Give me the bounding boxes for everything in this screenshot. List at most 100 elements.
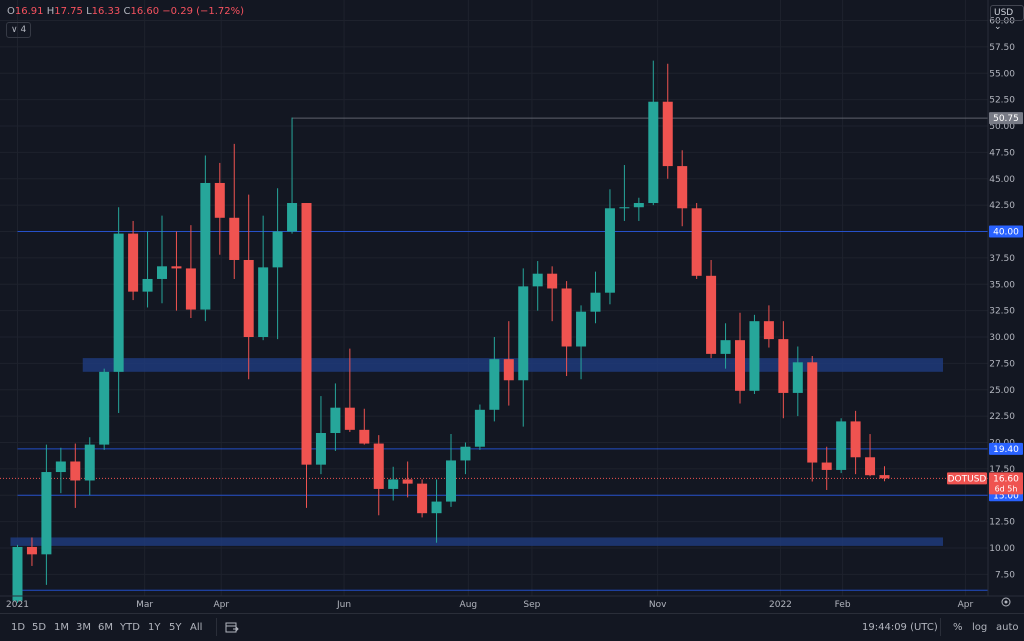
candle-body: [359, 429, 370, 444]
log-scale-toggle[interactable]: log: [972, 622, 988, 633]
timeframe-1y-button[interactable]: 1Y: [148, 622, 161, 633]
bottom-toolbar: 1D 5D 1M 3M 6M YTD 1Y 5Y All 19:44:09 (U…: [0, 613, 1024, 641]
time-tick-label: Aug: [460, 600, 478, 610]
candle-body: [850, 421, 861, 458]
timeframe-5d-button[interactable]: 5D: [32, 622, 47, 633]
price-tick-label: 35.00: [989, 280, 1015, 290]
candle-body: [388, 479, 399, 489]
candle-body: [200, 182, 211, 310]
gear-icon-ring: [1001, 597, 1011, 607]
candle-body: [489, 359, 500, 410]
candle-body: [157, 266, 167, 279]
candle-body: [720, 340, 731, 354]
candle-body: [532, 273, 543, 287]
price-tick-label: 50.00: [989, 122, 1015, 132]
high-value: 17.75: [54, 6, 83, 17]
candle-body: [474, 409, 485, 447]
candle-body: [735, 340, 745, 391]
low-label: L: [86, 6, 92, 17]
price-tick-label: 37.50: [989, 254, 1015, 264]
timeframe-5y-button[interactable]: 5Y: [169, 622, 182, 633]
candle-body: [879, 475, 890, 479]
candle-body: [229, 217, 240, 260]
price-tick-label: 42.50: [989, 201, 1015, 211]
price-tick-label: 47.50: [989, 148, 1015, 158]
price-tick-label: 30.00: [989, 333, 1015, 343]
gear-icon[interactable]: [1001, 597, 1011, 607]
auto-scale-toggle[interactable]: auto: [996, 622, 1019, 633]
date-range-icon[interactable]: [225, 621, 239, 633]
candle-body: [373, 443, 384, 489]
candle-body: [431, 501, 442, 514]
candle-body: [547, 273, 558, 289]
low-value: 16.33: [91, 6, 121, 17]
price-tick-label: 10.00: [989, 544, 1015, 554]
timeframe-3m-button[interactable]: 3M: [76, 622, 91, 633]
candle-body: [677, 166, 688, 209]
candle-body: [55, 461, 66, 473]
candle-body: [706, 275, 717, 354]
close-label: C: [123, 6, 131, 17]
time-tick-label: Apr: [958, 600, 974, 610]
candle-body: [99, 371, 110, 445]
price-line-tag-bg: [989, 112, 1023, 125]
candle-body: [749, 321, 760, 391]
candlestick-chart[interactable]: 60.00 57.50 55.00 52.50 50.00 47.50 45.00 42.50…: [0, 0, 1024, 613]
countdown-tag: 6d 5h: [995, 484, 1018, 493]
candle-body: [301, 203, 312, 465]
candle-body: [315, 433, 326, 465]
open-value: 16.91: [14, 6, 44, 17]
price-tick-label: 25.00: [989, 386, 1015, 396]
price-line-tag-bg: [989, 442, 1023, 455]
candle-body: [344, 407, 355, 430]
candle-body: [185, 268, 196, 310]
candle-body: [272, 231, 283, 268]
candle-body: [402, 479, 413, 484]
currency-button[interactable]: USD ⌄: [990, 5, 1024, 32]
price-line-tag-bg: [989, 225, 1023, 238]
symbol-tag: DOTUSD: [948, 474, 987, 484]
candles: [12, 60, 890, 603]
time-tick-label: 2022: [769, 600, 792, 610]
candle-body: [460, 446, 471, 461]
candle-body: [70, 461, 81, 481]
percent-scale-toggle[interactable]: %: [953, 622, 963, 633]
candle-body: [604, 208, 615, 293]
ohlc-legend: O16.91 H17.75 L16.33 C16.60 −0.29 (−1.72…: [7, 6, 244, 17]
candle-body: [518, 286, 529, 381]
candle-body: [633, 203, 644, 208]
price-tick-label: 60.00: [989, 17, 1015, 27]
timeframe-ytd-button[interactable]: YTD: [120, 622, 140, 633]
timeframe-all-button[interactable]: All: [190, 622, 203, 633]
price-tick-label: 55.00: [989, 69, 1015, 79]
price-tick-label: 32.50: [989, 307, 1015, 317]
candle-body: [662, 101, 673, 167]
current-price-tag-bg: [989, 472, 1023, 495]
candle-body: [214, 182, 225, 218]
candle-body: [865, 457, 876, 476]
candle-body: [12, 546, 23, 601]
candle-body: [417, 483, 428, 514]
price-tick-label: 45.00: [989, 175, 1015, 185]
time-tick-label: Feb: [835, 600, 851, 610]
timeframe-1m-button[interactable]: 1M: [54, 622, 69, 633]
price-line-tag: 19.40: [993, 445, 1019, 455]
high-label: H: [46, 6, 55, 17]
candle-body: [446, 460, 456, 502]
timeframe-6m-button[interactable]: 6M: [98, 622, 113, 633]
candle-body: [243, 259, 254, 337]
time-tick-label: Jun: [336, 600, 351, 610]
timeframe-1d-button[interactable]: 1D: [11, 622, 26, 633]
candle-body: [128, 233, 139, 292]
price-tick-label: 27.50: [989, 359, 1015, 369]
toolbar-divider: [216, 618, 217, 636]
candle-body: [287, 203, 298, 232]
price-line-tag: 50.75: [993, 114, 1019, 124]
candle-body: [836, 421, 847, 470]
clock-time[interactable]: 19:44:09 (UTC): [862, 622, 938, 633]
time-tick-label: 2021: [6, 600, 29, 610]
candle-body: [113, 233, 124, 372]
change-value: −0.29 (−1.72%): [162, 6, 245, 17]
indicators-toggle-button[interactable]: ∨ 4: [6, 22, 32, 38]
